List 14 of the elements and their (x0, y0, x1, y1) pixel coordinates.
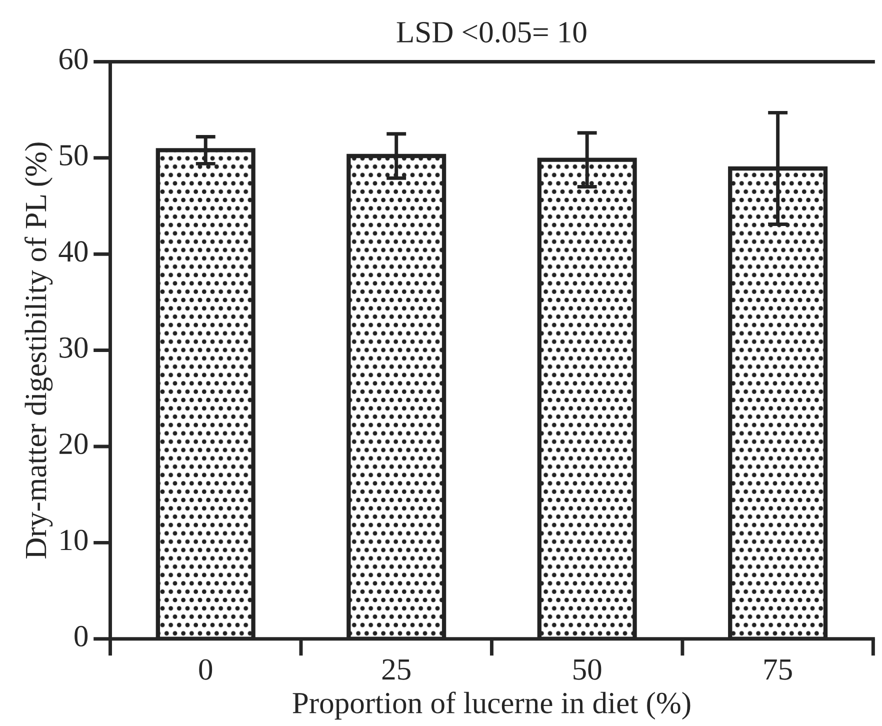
x-axis-title: Proportion of lucerne in diet (%) (292, 692, 690, 720)
x-tick-label: 0 (199, 659, 212, 680)
x-tick-label: 75 (764, 660, 792, 680)
y-tick-label: 30 (60, 337, 88, 358)
y-tick-label: 40 (58, 241, 88, 262)
chart-title: LSD <0.05= 10 (396, 22, 586, 43)
x-tick-label: 50 (574, 659, 602, 680)
y-tick-label: 0 (74, 626, 88, 647)
x-tick-label: 25 (382, 659, 410, 680)
y-tick-label: 50 (60, 144, 88, 166)
y-tick-label: 10 (60, 530, 88, 550)
y-axis-title: Dry-matter digestibility of PL (%) (24, 142, 53, 558)
y-tick-label: 20 (60, 434, 88, 454)
y-tick-label: 60 (59, 48, 88, 70)
